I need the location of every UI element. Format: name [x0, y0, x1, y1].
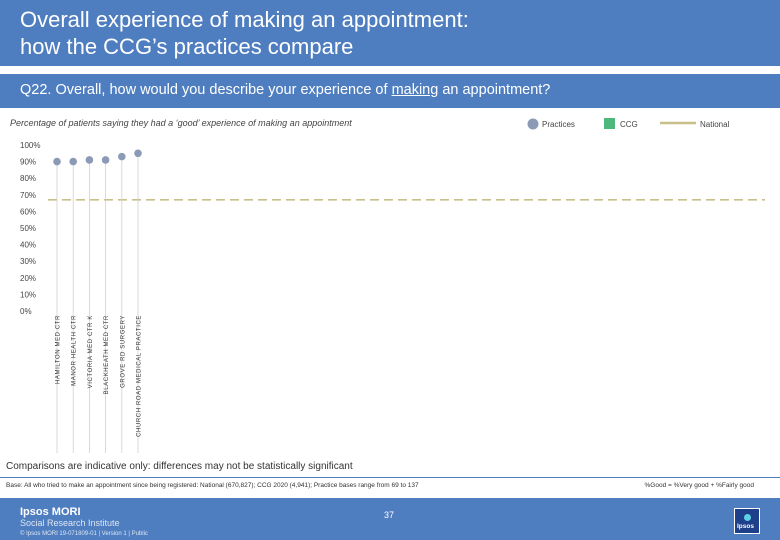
question-underlined: making — [391, 82, 439, 98]
legend-national-label: National — [700, 120, 730, 129]
legend-practices-label: Practices — [542, 120, 575, 129]
ipsos-badge-dot — [744, 514, 751, 521]
category-label: BLACKHEATH MED CTR — [104, 315, 110, 394]
category-label: HAMILTON MED CTR — [56, 315, 62, 384]
good-definition-note: %Good = %Very good + %Fairly good — [644, 482, 754, 489]
y-tick-label: 80% — [20, 174, 36, 183]
category-label: GROVE RD SURGERY — [120, 315, 126, 388]
y-tick-label: 20% — [20, 274, 36, 283]
y-tick-label: 100% — [20, 141, 40, 150]
category-label: VICTORIA MED CTR K — [88, 315, 94, 388]
y-tick-label: 0% — [20, 307, 32, 316]
ipsos-mori-logo: Ipsos MORI — [20, 506, 81, 518]
legend-practices-marker — [527, 118, 539, 130]
practice-point — [101, 156, 110, 164]
practice-point — [134, 149, 142, 158]
comparisons-note: Comparisons are indicative only: differe… — [6, 461, 353, 472]
legend-ccg-marker — [604, 118, 615, 129]
y-tick-label: 90% — [20, 158, 36, 167]
y-tick-label: 70% — [20, 191, 36, 200]
y-tick-label: 30% — [20, 257, 36, 266]
y-tick-label: 10% — [20, 290, 36, 299]
page-title-line1: Overall experience of making an appointm… — [20, 7, 469, 32]
y-tick-label: 50% — [20, 224, 36, 233]
practice-point — [118, 152, 126, 161]
page-title-line2: how the CCG’s practices compare — [20, 34, 354, 59]
category-label: MANOR HEALTH CTR — [72, 315, 78, 386]
legend-national-marker — [660, 121, 696, 125]
scatter-chart: 0% 10% 20% 30% 40% 50% 60% 70% 80% 90% 100% HAMILTO… — [20, 141, 765, 453]
chart-subtitle: Percentage of patients saying they had a… — [10, 118, 352, 128]
question-prefix: Q22. Overall, how would you describe you… — [20, 82, 392, 98]
ipsos-badge-icon: Ipsos — [734, 508, 760, 534]
logo-subtitle: Social Research Institute — [20, 518, 120, 528]
ipsos-badge-word: Ipsos — [737, 523, 754, 530]
page-number: 37 — [384, 510, 395, 520]
title-banner: Overall experience of making an appointm… — [0, 0, 780, 66]
divider — [0, 477, 780, 478]
question-banner: Q22. Overall, how would you describe you… — [0, 74, 780, 108]
y-tick-label: 40% — [20, 241, 36, 250]
question-text: Q22. Overall, how would you describe you… — [20, 82, 550, 98]
question-suffix: an appointment? — [438, 82, 551, 98]
base-note: Base: All who tried to make an appointme… — [6, 482, 419, 489]
page-title: Overall experience of making an appointm… — [20, 6, 760, 60]
practice-point — [69, 157, 77, 166]
y-tick-label: 60% — [20, 207, 36, 216]
legend-ccg-label: CCG — [620, 120, 638, 129]
practice-point — [85, 156, 94, 164]
category-label: CHURCH ROAD MEDICAL PRACTICE — [137, 315, 143, 437]
practice-point — [53, 157, 61, 166]
copyright-text: © Ipsos MORI 19-071809-01 | Version 1 | … — [20, 531, 148, 537]
footer-bar: Ipsos MORI Social Research Institute © I… — [0, 498, 780, 540]
